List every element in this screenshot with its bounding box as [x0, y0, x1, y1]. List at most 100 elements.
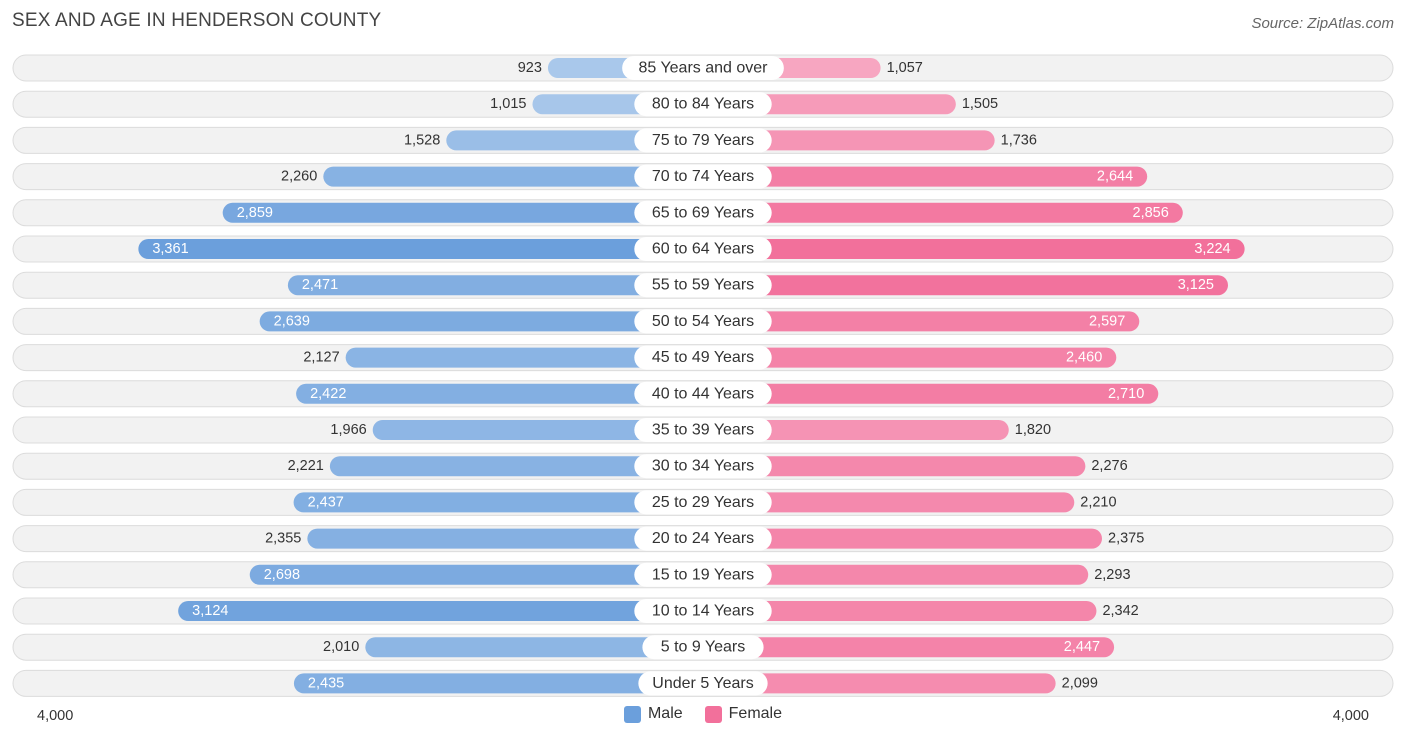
- male-bar[interactable]: [323, 166, 703, 187]
- female-bar[interactable]: [703, 275, 1228, 296]
- legend-label-male: Male: [647, 705, 683, 722]
- male-bar[interactable]: [293, 673, 703, 694]
- female-bar[interactable]: [703, 564, 1089, 585]
- category-label-pill: [634, 381, 772, 406]
- category-label-pill: [634, 345, 772, 370]
- female-value-label: 1,736: [1001, 132, 1037, 148]
- male-value-label: 2,221: [288, 458, 324, 474]
- legend-item-female[interactable]: Female: [704, 705, 783, 723]
- female-bar[interactable]: [703, 202, 1183, 223]
- category-label: 30 to 34 Years: [652, 458, 754, 475]
- row-10: 35 to 39 Years 1,966 1,820: [12, 416, 1394, 444]
- male-bar[interactable]: [293, 492, 703, 513]
- female-value-label: 2,710: [1108, 386, 1144, 402]
- female-bar[interactable]: [703, 383, 1159, 404]
- category-label: 40 to 44 Years: [652, 385, 754, 402]
- female-value-label: 1,057: [887, 60, 923, 76]
- row-8: 45 to 49 Years 2,127 2,460: [12, 344, 1394, 372]
- row-2: 75 to 79 Years 1,528 1,736: [12, 126, 1394, 154]
- male-bar[interactable]: [178, 601, 704, 621]
- male-bar[interactable]: [365, 637, 703, 658]
- category-label-pill: [634, 92, 772, 117]
- category-label-pill: [634, 454, 772, 479]
- male-value-label: 2,437: [308, 494, 344, 510]
- row-1: 80 to 84 Years 1,015 1,505: [12, 90, 1394, 118]
- male-value-label: 1,966: [330, 422, 366, 438]
- category-label-pill: [638, 671, 768, 696]
- row-15: 10 to 14 Years 3,124 2,342: [12, 597, 1394, 625]
- male-bar[interactable]: [259, 311, 703, 332]
- legend-item-male[interactable]: Male: [623, 705, 683, 723]
- category-label: 20 to 24 Years: [652, 530, 754, 547]
- category-label: 55 to 59 Years: [652, 277, 754, 294]
- category-label: 80 to 84 Years: [652, 96, 754, 113]
- row-9: 40 to 44 Years 2,422 2,710: [12, 380, 1394, 408]
- category-label-pill: [634, 599, 772, 623]
- row-6: 55 to 59 Years 2,471 3,125: [12, 271, 1394, 299]
- legend-label-female: Female: [728, 705, 783, 722]
- row-4: 65 to 69 Years 2,859 2,856: [12, 199, 1394, 227]
- category-label-pill: [634, 418, 772, 442]
- category-label-pill: [634, 526, 772, 551]
- male-value-label: 1,015: [490, 96, 526, 112]
- category-label-pill: [634, 309, 772, 334]
- male-value-label: 2,471: [302, 277, 338, 293]
- male-bar[interactable]: [222, 202, 704, 223]
- female-value-label: 2,210: [1080, 494, 1116, 510]
- male-bar[interactable]: [249, 564, 703, 585]
- row-3: 70 to 74 Years 2,260 2,644: [12, 163, 1394, 191]
- axis-label-right: 4,000: [1333, 708, 1369, 724]
- female-bar[interactable]: [703, 166, 1148, 187]
- female-value-label: 1,820: [1015, 422, 1051, 438]
- male-value-label: 2,639: [274, 313, 310, 329]
- female-bar[interactable]: [703, 311, 1140, 332]
- source-note: Source: ZipAtlas.com: [1251, 15, 1394, 32]
- female-bar[interactable]: [703, 130, 995, 151]
- female-value-label: 2,856: [1133, 205, 1169, 221]
- female-bar[interactable]: [703, 528, 1102, 549]
- female-bar[interactable]: [703, 420, 1009, 440]
- female-bar[interactable]: [703, 347, 1117, 368]
- male-value-label: 2,260: [281, 169, 317, 185]
- male-bar[interactable]: [287, 275, 703, 296]
- male-value-label: 2,859: [237, 205, 273, 221]
- category-label: 70 to 74 Years: [652, 168, 754, 185]
- category-label-pill: [634, 237, 772, 261]
- row-7: 50 to 54 Years 2,639 2,597: [12, 307, 1394, 335]
- male-value-label: 1,528: [404, 132, 440, 148]
- female-bar[interactable]: [703, 601, 1097, 621]
- female-bar[interactable]: [703, 239, 1245, 259]
- male-bar[interactable]: [307, 528, 703, 549]
- category-label: 85 Years and over: [639, 60, 769, 77]
- female-value-label: 2,293: [1094, 567, 1130, 583]
- female-value-label: 2,276: [1091, 458, 1127, 474]
- male-value-label: 2,698: [264, 567, 300, 583]
- category-label: Under 5 Years: [652, 675, 753, 692]
- category-label: 65 to 69 Years: [652, 204, 754, 221]
- row-0: 85 Years and over 923 1,057: [12, 54, 1394, 82]
- category-label-pill: [622, 56, 784, 80]
- category-label-pill: [634, 164, 772, 189]
- male-value-label: 2,127: [303, 350, 339, 366]
- row-13: 20 to 24 Years 2,355 2,375: [12, 525, 1394, 553]
- category-label-pill: [634, 490, 772, 515]
- male-bar[interactable]: [372, 420, 703, 440]
- axis-label-left: 4,000: [37, 708, 73, 724]
- female-bar[interactable]: [703, 673, 1056, 694]
- male-value-label: 923: [518, 60, 542, 76]
- female-bar[interactable]: [703, 456, 1086, 477]
- female-value-label: 2,375: [1108, 531, 1144, 547]
- male-bar[interactable]: [329, 456, 703, 477]
- male-value-label: 3,124: [192, 603, 228, 619]
- female-value-label: 2,099: [1062, 675, 1098, 691]
- category-label: 60 to 64 Years: [652, 241, 754, 258]
- female-bar[interactable]: [703, 637, 1115, 658]
- male-bar[interactable]: [296, 383, 703, 404]
- male-bar[interactable]: [345, 347, 703, 368]
- female-bar[interactable]: [703, 492, 1075, 513]
- male-bar[interactable]: [138, 239, 704, 259]
- category-label-pill: [634, 562, 772, 587]
- row-11: 30 to 34 Years 2,221 2,276: [12, 452, 1394, 480]
- female-value-label: 2,447: [1064, 639, 1100, 655]
